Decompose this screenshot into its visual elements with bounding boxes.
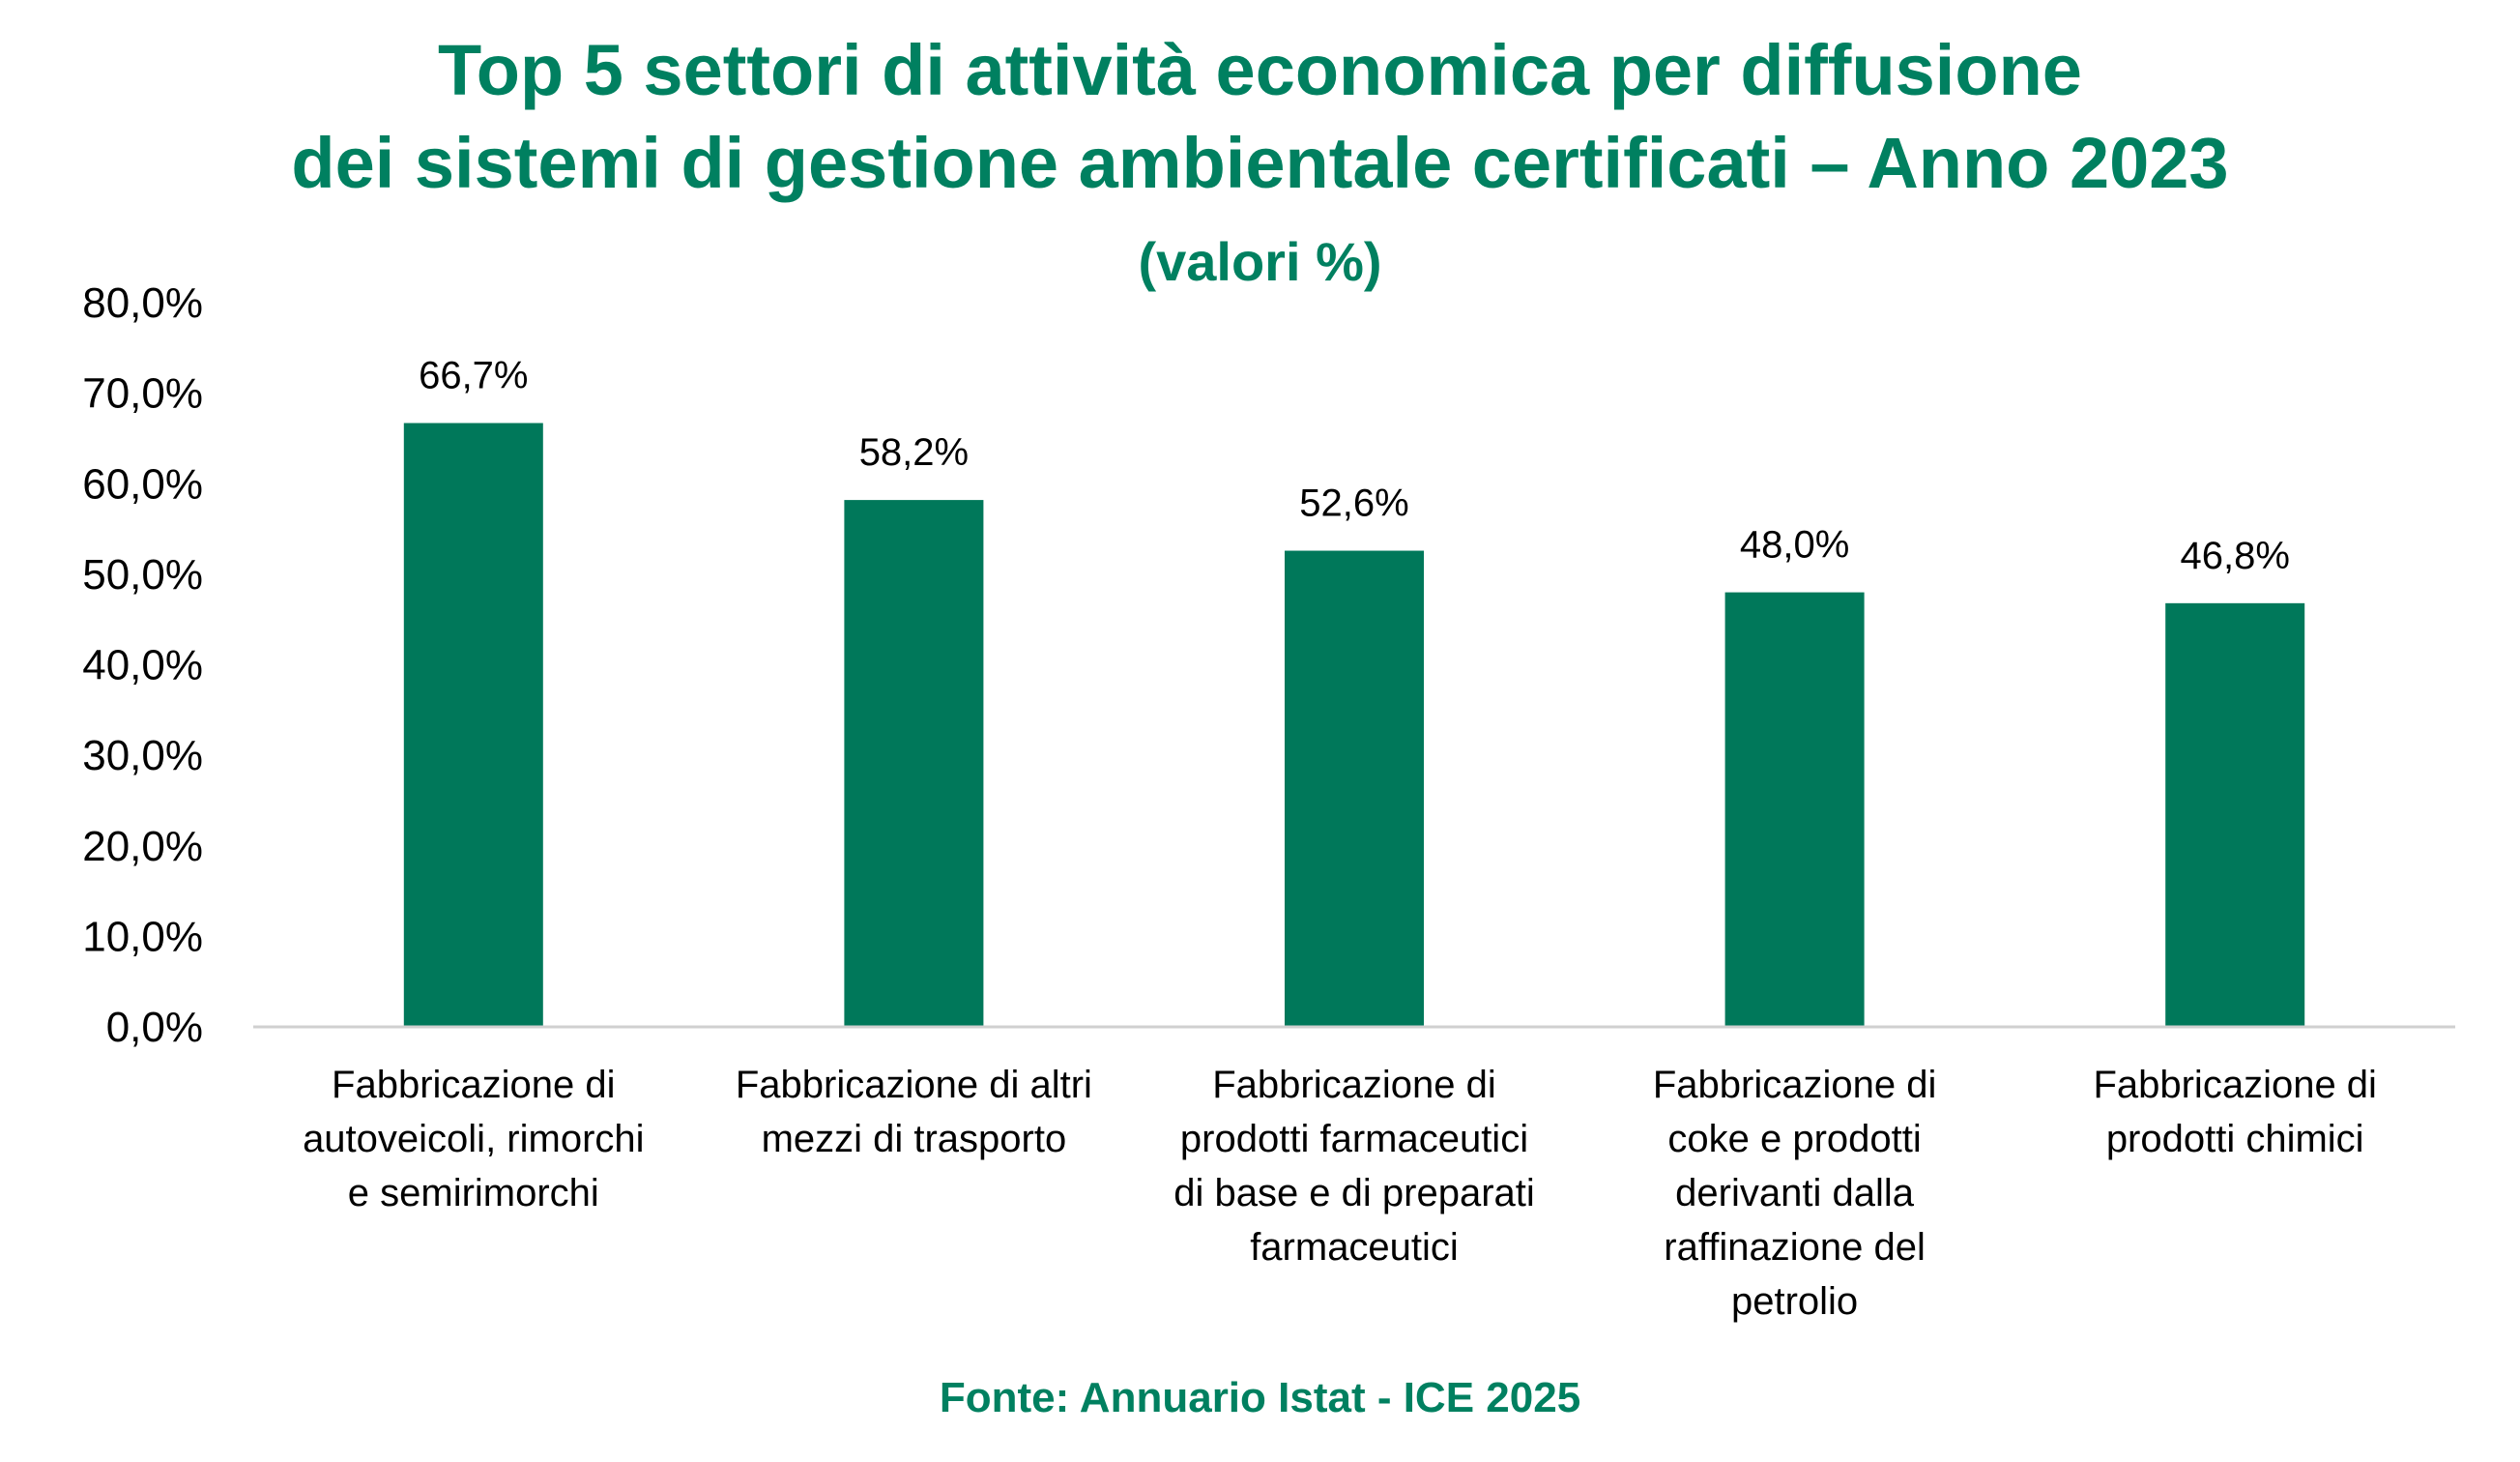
bar xyxy=(844,500,984,1027)
chart-title-line-2: dei sistemi di gestione ambientale certi… xyxy=(291,123,2229,203)
data-label: 48,0% xyxy=(1740,524,1849,567)
bar xyxy=(1285,550,1424,1027)
y-tick-label: 30,0% xyxy=(82,732,203,779)
data-label: 52,6% xyxy=(1299,482,1408,525)
y-tick-label: 80,0% xyxy=(82,279,203,327)
x-tick-label: Fabbricazione di coke e prodotti derivanti… xyxy=(1653,1064,1937,1323)
y-tick-label: 10,0% xyxy=(82,913,203,960)
y-tick-label: 60,0% xyxy=(82,460,203,508)
bar xyxy=(1724,592,1865,1027)
x-tick-label: Fabbricazione di autoveicoli, rimorchi e s… xyxy=(303,1064,644,1214)
data-label: 58,2% xyxy=(859,431,969,474)
bar xyxy=(403,423,543,1027)
y-tick-label: 20,0% xyxy=(82,823,203,870)
data-labels: 66,7% 58,2% 52,6% 48,0% 46,8% xyxy=(419,355,2290,577)
bars xyxy=(403,423,2305,1027)
data-label: 46,8% xyxy=(2180,535,2289,577)
data-label: 66,7% xyxy=(419,355,528,397)
x-tick-label: Fabbricazione di prodotti farmaceutici di … xyxy=(1173,1064,1535,1269)
source-note: Fonte: Annuario Istat - ICE 2025 xyxy=(939,1374,1581,1421)
bar xyxy=(2165,602,2305,1027)
y-tick-label: 70,0% xyxy=(82,370,203,418)
y-tick-label: 50,0% xyxy=(82,551,203,599)
y-tick-label: 40,0% xyxy=(82,642,203,689)
y-axis: 0,0% 10,0% 20,0% 30,0% 40,0% 50,0% 60,0% 70,0% 8… xyxy=(82,279,203,1051)
x-tick-label: Fabbricazione di altri mezzi di trasporto xyxy=(736,1064,1092,1160)
x-axis-labels: Fabbricazione di autoveicoli, rimorchi e s… xyxy=(303,1064,2377,1323)
x-tick-label: Fabbricazione di prodotti chimici xyxy=(2093,1064,2377,1160)
chart-subtitle: (valori %) xyxy=(1138,231,1382,292)
chart-title-line-1: Top 5 settori di attività economica per … xyxy=(438,30,2082,110)
y-tick-label: 0,0% xyxy=(106,1004,203,1051)
